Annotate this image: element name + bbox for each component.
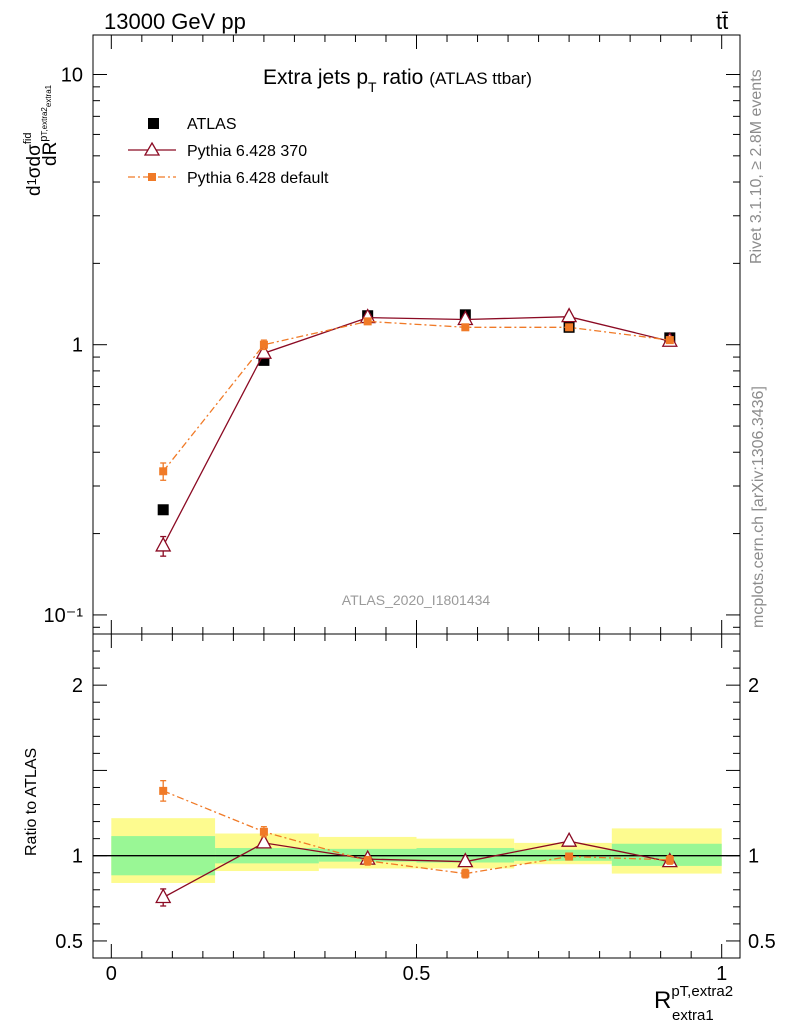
main-ylabel-text-2: dRpT,extra2extra1 bbox=[38, 84, 61, 166]
ratio-ytick-label-right: 0.5 bbox=[748, 931, 776, 953]
rivet-label: Rivet 3.1.10, ≥ 2.8M events bbox=[748, 69, 765, 264]
legend-pythiadefault-marker bbox=[148, 173, 156, 181]
main-title-text: Extra jets p bbox=[263, 66, 368, 89]
ratio-xtick-label: 0 bbox=[106, 963, 117, 985]
ratio-series-0-point bbox=[457, 852, 474, 868]
xlabel: RpT,extra2 bbox=[654, 983, 733, 1014]
ratio-series-1-line bbox=[162, 790, 670, 875]
main-ytick-label: 10 bbox=[61, 64, 83, 86]
ratio-ytick-label-right: 2 bbox=[748, 675, 759, 697]
mcplots-label: mcplots.cern.ch [arXiv:1306.3436] bbox=[750, 386, 767, 628]
ratio-series-1-point bbox=[565, 852, 574, 861]
ratio-series-0-point bbox=[561, 831, 578, 847]
main-title-sub: T bbox=[368, 79, 377, 95]
main-ytick-label: 1 bbox=[72, 335, 83, 357]
ratio-panel-frame bbox=[92, 633, 741, 959]
legend-pythia370-marker bbox=[143, 141, 161, 156]
xlabel-sub: extra1 bbox=[672, 1007, 714, 1024]
main-ylabel: d1σdσfid dRpT,extra2extra1 bbox=[22, 84, 61, 196]
main-series-1-point bbox=[255, 343, 272, 359]
ratio-ytick-label: 1 bbox=[72, 846, 83, 868]
main-title: Extra jets pT ratio (ATLAS ttbar) bbox=[263, 66, 532, 95]
main-series-1-point bbox=[155, 536, 172, 552]
legend-atlas-label: ATLAS bbox=[187, 116, 237, 133]
main-title-note: (ATLAS ttbar) bbox=[429, 69, 532, 88]
ratio-ytick-label: 0.5 bbox=[55, 931, 83, 953]
ratio-series-1-point bbox=[259, 827, 268, 836]
ratio-series-0-line bbox=[162, 840, 670, 899]
xlabel-main: R bbox=[654, 987, 671, 1014]
main-series-0-point bbox=[157, 504, 169, 516]
main-series-0-point bbox=[258, 354, 270, 366]
ratio-ylabel: Ratio to ATLAS bbox=[23, 748, 40, 856]
ratio-series-1-point bbox=[363, 856, 372, 865]
legend-pythia370-label: Pythia 6.428 370 bbox=[187, 143, 307, 160]
ratio-panel: 2 2 1 1 0.5 0.5 0 0.5 1 bbox=[55, 633, 776, 985]
main-series-2-point bbox=[665, 336, 674, 345]
ratio-ytick-label: 2 bbox=[72, 675, 83, 697]
legend-atlas-marker bbox=[148, 118, 159, 129]
ratio-series-0-point bbox=[255, 833, 272, 849]
ratio-band-green bbox=[611, 843, 722, 866]
main-series-2-line bbox=[162, 320, 670, 472]
main-series-2-point bbox=[363, 317, 372, 326]
main-series-1-line bbox=[162, 316, 670, 547]
legend-pythiadefault-label: Pythia 6.428 default bbox=[187, 170, 329, 187]
main-panel: 10 1 10⁻¹ bbox=[44, 35, 740, 634]
ratio-xtick-label: 1 bbox=[716, 963, 727, 985]
ratio-series-1-point bbox=[159, 786, 168, 795]
ratio-series-0-point bbox=[155, 888, 172, 904]
main-ytick-label: 10⁻¹ bbox=[44, 605, 84, 627]
ratio-xtick-label: 0.5 bbox=[403, 963, 431, 985]
main-title-tail: ratio bbox=[377, 66, 424, 89]
analysis-id: ATLAS_2020_I1801434 bbox=[342, 592, 491, 608]
ratio-series-1-point bbox=[461, 869, 470, 878]
xlabel-sup: pT,extra2 bbox=[671, 983, 733, 1000]
main-series-2-point bbox=[159, 467, 168, 476]
ratio-ytick-label-right: 1 bbox=[748, 846, 759, 868]
legend: ATLAS Pythia 6.428 370 Pythia 6.428 defa… bbox=[128, 116, 329, 187]
main-series-2-point bbox=[259, 340, 268, 349]
main-series-2-point bbox=[565, 323, 574, 332]
ratio-series-1-point bbox=[665, 855, 674, 864]
main-series-2-point bbox=[461, 323, 470, 332]
main-series-1-point bbox=[561, 307, 578, 323]
process-label: tt̄ bbox=[716, 9, 728, 34]
energy-label: 13000 GeV pp bbox=[104, 9, 246, 34]
